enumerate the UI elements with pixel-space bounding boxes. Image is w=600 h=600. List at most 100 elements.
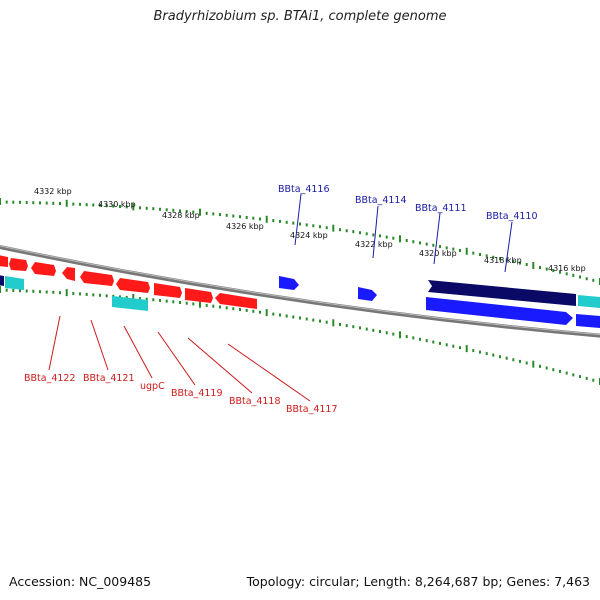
- gene-red[interactable]: [62, 267, 75, 281]
- minor-tick: [512, 358, 515, 362]
- scale-label: 4326 kbp: [226, 222, 264, 231]
- minor-tick: [305, 223, 308, 227]
- major-tick: [199, 208, 201, 216]
- gene-label[interactable]: BBta_4121: [83, 373, 135, 384]
- scale-label: 4320 kbp: [419, 249, 457, 258]
- gene-label[interactable]: BBta_4110: [486, 211, 538, 222]
- minor-tick: [225, 306, 228, 310]
- gene-navy[interactable]: [0, 275, 4, 286]
- gene-label[interactable]: BBta_4118: [229, 396, 281, 407]
- minor-tick: [205, 303, 208, 307]
- gene-red[interactable]: [154, 283, 182, 298]
- genome-title: Bradyrhizobium sp. BTAi1, complete genom…: [153, 9, 447, 24]
- minor-tick: [5, 288, 8, 292]
- major-tick: [265, 309, 268, 317]
- minor-tick: [245, 308, 248, 312]
- minor-tick: [145, 206, 148, 210]
- gene-label[interactable]: BBta_4122: [24, 373, 76, 384]
- minor-tick: [292, 315, 295, 319]
- major-tick: [0, 198, 1, 205]
- minor-tick: [339, 228, 341, 232]
- minor-tick: [205, 211, 208, 215]
- gene-cyan[interactable]: [112, 296, 148, 311]
- minor-tick: [385, 235, 388, 239]
- gene-label[interactable]: BBta_4117: [286, 404, 338, 415]
- minor-tick: [425, 242, 428, 246]
- minor-tick: [539, 266, 541, 269]
- minor-tick: [5, 200, 8, 204]
- minor-tick: [319, 319, 321, 323]
- minor-tick: [492, 255, 495, 259]
- minor-tick: [452, 344, 455, 348]
- major-tick: [465, 345, 468, 353]
- minor-tick: [119, 205, 121, 208]
- minor-tick: [425, 339, 428, 343]
- minor-tick: [412, 240, 415, 244]
- minor-tick: [105, 204, 108, 208]
- minor-tick: [432, 243, 435, 247]
- minor-tick: [412, 336, 415, 340]
- gene-label[interactable]: BBta_4111: [415, 203, 467, 214]
- gene-red[interactable]: [215, 293, 257, 309]
- gene-blue[interactable]: [426, 297, 573, 325]
- gene-label[interactable]: ugpC: [140, 381, 165, 392]
- minor-tick: [152, 298, 155, 302]
- minor-tick: [572, 273, 575, 277]
- minor-tick: [145, 297, 148, 301]
- minor-tick: [499, 355, 501, 359]
- minor-tick: [379, 234, 381, 238]
- scale-label: 4324 kbp: [290, 231, 328, 240]
- minor-tick: [12, 289, 15, 292]
- gene-label[interactable]: BBta_4114: [355, 195, 407, 206]
- gene-label[interactable]: BBta_4116: [278, 184, 330, 195]
- gene-red[interactable]: [9, 258, 28, 271]
- minor-tick: [479, 253, 481, 256]
- minor-tick: [72, 202, 75, 206]
- minor-tick: [405, 239, 408, 242]
- leader-line: [123, 325, 153, 379]
- gene-red[interactable]: [80, 271, 114, 286]
- scale-label: 4332 kbp: [34, 187, 72, 196]
- reverse-strand-genes: [0, 275, 600, 328]
- minor-tick: [85, 292, 88, 296]
- minor-tick: [299, 316, 301, 320]
- minor-tick: [385, 331, 388, 335]
- gene-cyan[interactable]: [578, 295, 600, 308]
- minor-tick: [392, 236, 395, 240]
- leader-line: [294, 193, 302, 246]
- gene-blue[interactable]: [358, 287, 377, 301]
- minor-tick: [72, 292, 75, 295]
- major-tick: [265, 215, 268, 223]
- minor-tick: [32, 201, 35, 205]
- minor-tick: [139, 297, 141, 301]
- gene-red[interactable]: [116, 278, 150, 293]
- gene-blue[interactable]: [576, 314, 600, 328]
- minor-tick: [352, 325, 355, 329]
- gene-label[interactable]: BBta_4119: [171, 388, 223, 399]
- minor-tick: [472, 349, 475, 353]
- minor-tick: [312, 224, 315, 228]
- minor-tick: [359, 326, 361, 330]
- minor-tick: [459, 346, 461, 350]
- leader-line: [187, 337, 253, 394]
- minor-tick: [572, 373, 575, 377]
- minor-tick: [52, 201, 55, 205]
- minor-tick: [45, 290, 48, 294]
- gene-red[interactable]: [185, 288, 213, 303]
- minor-tick: [365, 327, 368, 331]
- major-tick: [199, 300, 201, 308]
- gene-red[interactable]: [31, 262, 56, 276]
- gene-cyan[interactable]: [5, 276, 24, 290]
- gene-red[interactable]: [0, 255, 8, 267]
- scale-label: 4328 kbp: [162, 211, 200, 220]
- minor-tick: [25, 289, 28, 293]
- minor-tick: [185, 301, 188, 305]
- major-tick: [65, 289, 68, 297]
- gene-blue[interactable]: [279, 276, 299, 290]
- minor-tick: [325, 320, 328, 324]
- minor-tick: [105, 294, 108, 298]
- gene-navy[interactable]: [428, 280, 576, 306]
- minor-tick: [39, 201, 41, 205]
- minor-tick: [479, 350, 481, 354]
